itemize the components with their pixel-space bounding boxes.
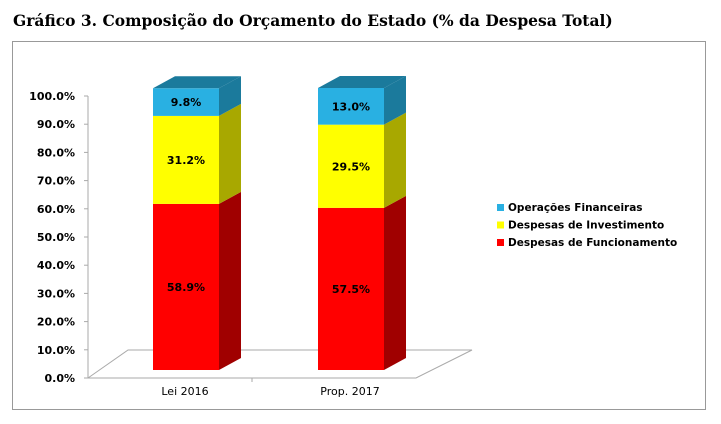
bar-segment [153, 115, 219, 204]
y-tick-label: 0.0% [44, 372, 75, 385]
y-tick-label: 60.0% [37, 203, 75, 216]
y-tick-label: 100.0% [29, 90, 75, 103]
chart-frame [12, 41, 706, 410]
bar-segment [318, 88, 384, 125]
bar-side [219, 103, 241, 204]
bar-top [318, 76, 406, 88]
x-tick-label: Lei 2016 [161, 385, 208, 398]
bar-top [153, 76, 241, 89]
y-tick-label: 20.0% [37, 316, 75, 329]
legend-swatch [497, 221, 504, 229]
legend-swatch [497, 204, 504, 211]
bar-segment [318, 124, 384, 208]
bar-side [384, 76, 406, 125]
bar-side [219, 76, 241, 116]
data-label: 29.5% [332, 160, 370, 173]
y-tick-label: 90.0% [37, 118, 75, 131]
data-label: 57.5% [332, 283, 370, 296]
bar-side [219, 191, 241, 370]
bar-segment [153, 203, 219, 370]
legend-label: Despesas de Investimento [508, 220, 664, 232]
legend-swatch [497, 239, 504, 246]
y-tick-label: 80.0% [37, 146, 75, 159]
bar-side [384, 195, 406, 370]
bar-segment [153, 88, 219, 116]
y-tick-label: 30.0% [37, 287, 75, 300]
chart-title: Gráfico 3. Composição do Orçamento do Es… [13, 11, 613, 30]
data-label: 31.2% [167, 154, 205, 167]
floor [86, 349, 473, 379]
x-tick-label: Prop. 2017 [320, 385, 379, 398]
bar-side [384, 112, 406, 208]
y-tick-label: 40.0% [37, 259, 75, 272]
data-label: 13.0% [332, 100, 370, 113]
bar-segment [318, 207, 384, 370]
y-tick-label: 10.0% [37, 344, 75, 357]
legend-label: Operações Financeiras [508, 202, 643, 214]
legend-label: Despesas de Funcionamento [508, 237, 677, 249]
y-tick-label: 70.0% [37, 175, 75, 188]
data-label: 9.8% [171, 96, 202, 109]
data-label: 58.9% [167, 281, 205, 294]
y-tick-label: 50.0% [37, 231, 75, 244]
